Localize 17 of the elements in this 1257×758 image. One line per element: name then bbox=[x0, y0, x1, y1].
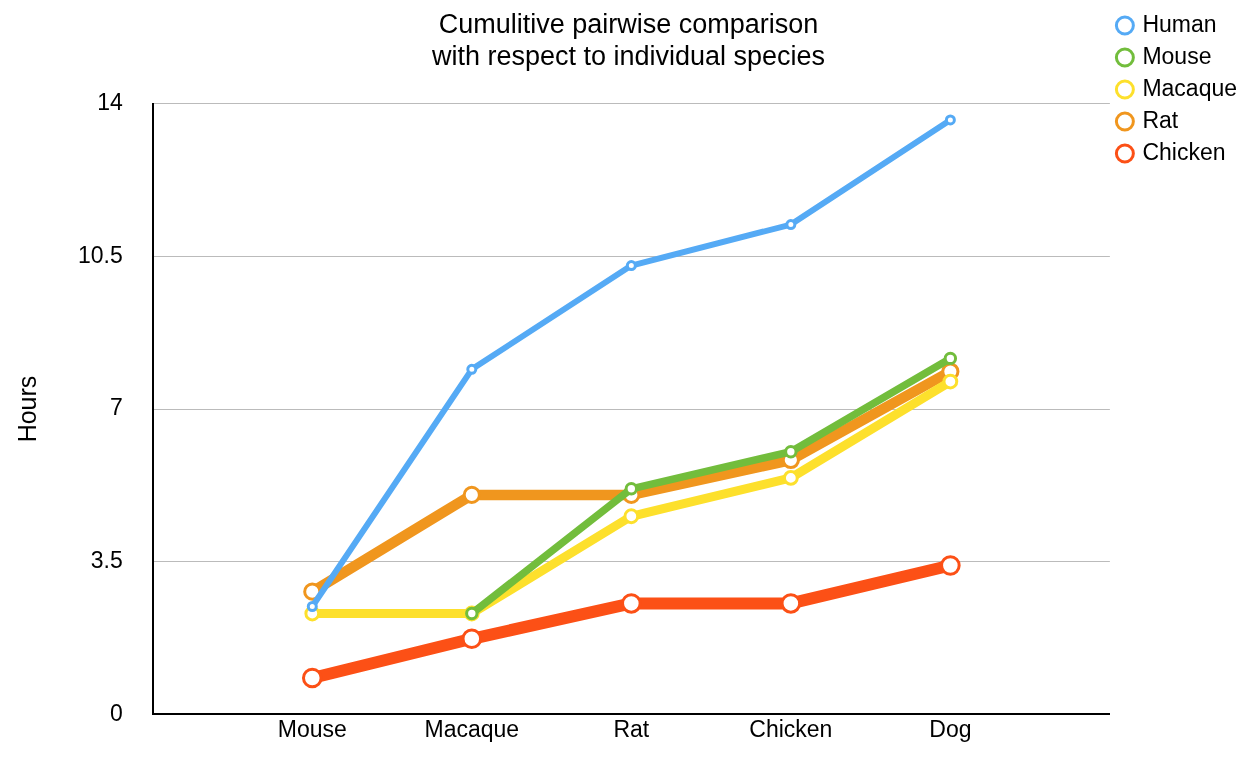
y-tick-label: 0 bbox=[109, 699, 123, 726]
y-tick-label: 3.5 bbox=[90, 546, 123, 573]
legend-label: Mouse bbox=[1142, 42, 1212, 69]
legend-label: Macaque bbox=[1142, 74, 1238, 101]
legend-label: Chicken bbox=[1142, 138, 1226, 165]
y-tick-label: 10.5 bbox=[78, 241, 123, 268]
x-tick-label: Rat bbox=[613, 716, 650, 743]
y-tick-label: 7 bbox=[109, 394, 123, 421]
x-tick-label: Macaque bbox=[424, 716, 520, 743]
x-tick-label: Dog bbox=[929, 716, 972, 743]
legend-label: Human bbox=[1142, 10, 1217, 37]
chart-title: Cumulitive pairwise comparison with respect to individual species bbox=[430, 8, 826, 72]
x-tick-label: Mouse bbox=[277, 716, 347, 743]
x-tick-label: Chicken bbox=[749, 716, 833, 743]
legend-label: Rat bbox=[1142, 106, 1179, 133]
y-axis-title: Hours bbox=[12, 375, 41, 443]
y-tick-label: 14 bbox=[97, 89, 123, 116]
